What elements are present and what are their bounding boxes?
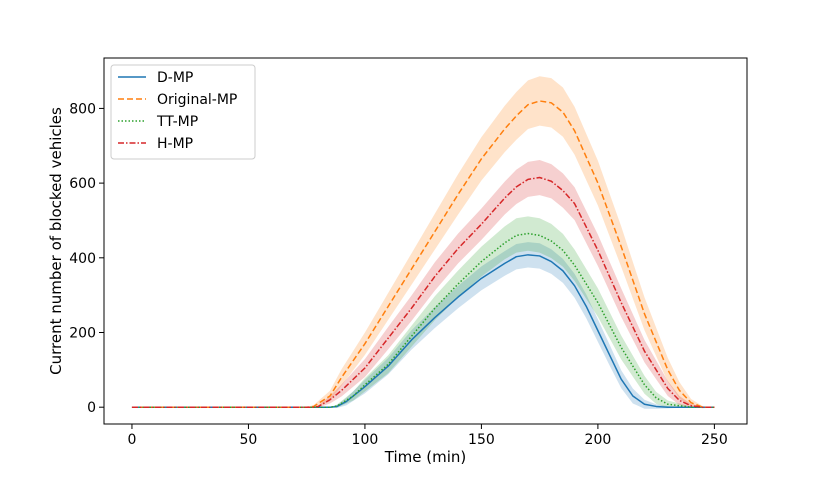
legend-label-h-mp: H-MP	[157, 136, 193, 152]
band-h-mp	[131, 159, 715, 408]
x-tick-label: 0	[127, 432, 136, 448]
x-tick-label: 50	[240, 432, 258, 448]
y-tick-label: 600	[69, 176, 96, 192]
x-tick-label: 100	[352, 432, 379, 448]
y-axis: 0 200 400 600 800	[69, 101, 104, 416]
band-original-mp	[131, 76, 715, 409]
legend-label-d-mp: D-MP	[157, 70, 193, 86]
y-axis-label: Current number of blocked vehicles	[47, 107, 65, 375]
line-d-mp	[131, 254, 715, 408]
x-tick-label: 150	[468, 432, 495, 448]
y-tick-label: 200	[69, 326, 96, 342]
legend-label-tt-mp: TT-MP	[156, 114, 198, 130]
confidence-bands	[131, 76, 715, 409]
legend-box	[110, 64, 256, 160]
x-axis-label: Time (min)	[384, 448, 466, 466]
band-d-mp	[131, 242, 715, 409]
series-lines	[131, 100, 715, 408]
y-tick-label: 0	[87, 400, 96, 416]
y-tick-label: 400	[69, 251, 96, 267]
line-h-mp	[131, 176, 715, 408]
x-tick-label: 200	[585, 432, 612, 448]
line-original-mp	[131, 100, 715, 408]
legend-label-original-mp: Original-MP	[157, 92, 237, 108]
x-axis: 0 50 100 150 200 250	[127, 424, 728, 448]
line-tt-mp	[131, 232, 715, 408]
band-tt-mp	[131, 216, 715, 408]
legend: D-MP Original-MP TT-MP H-MP	[110, 64, 256, 160]
plot-frame	[103, 57, 748, 425]
y-tick-label: 800	[69, 101, 96, 117]
x-tick-label: 250	[701, 432, 728, 448]
